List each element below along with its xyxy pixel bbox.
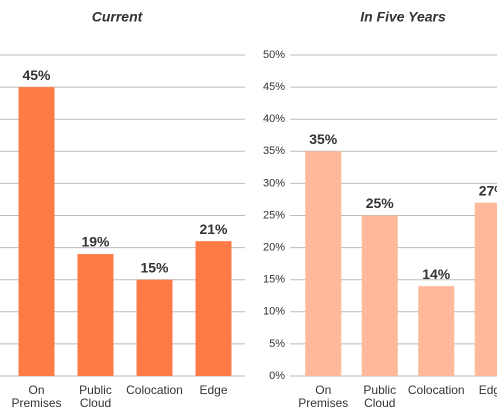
y-tick-label: 5% <box>269 338 285 350</box>
x-tick-label: On Premises <box>298 383 349 410</box>
chart-title: Current <box>92 9 144 25</box>
x-tick-label: Edge <box>478 383 497 397</box>
y-tick-label: 35% <box>263 145 285 157</box>
data-label: 14% <box>422 266 451 282</box>
data-label: 15% <box>140 259 169 275</box>
x-tick-label: Edge <box>199 383 228 397</box>
bar <box>77 254 114 376</box>
y-tick-label: 30% <box>263 177 285 189</box>
bar <box>18 87 55 376</box>
data-label: 27% <box>479 182 497 198</box>
y-tick-label: 10% <box>263 306 285 318</box>
bar <box>418 286 455 376</box>
x-tick-label: Colocation <box>407 383 465 397</box>
x-tick-label: Colocation <box>126 383 183 397</box>
y-tick-label: 0% <box>269 370 285 382</box>
data-label: 25% <box>366 195 395 211</box>
y-tick-label: 45% <box>263 81 285 93</box>
bar <box>305 151 342 376</box>
bar <box>195 241 232 376</box>
bar <box>474 202 497 376</box>
data-label: 21% <box>199 221 228 237</box>
y-tick-label: 15% <box>263 274 285 286</box>
y-tick-label: 25% <box>263 209 285 221</box>
data-label: 45% <box>22 67 51 83</box>
x-tick-label: Public Cloud <box>363 383 397 410</box>
bar <box>361 215 398 376</box>
bar <box>136 279 173 376</box>
y-tick-label: 40% <box>263 113 285 125</box>
data-label: 35% <box>309 131 338 147</box>
y-tick-label: 20% <box>263 242 285 254</box>
x-tick-label: Public Cloud <box>79 383 112 410</box>
x-tick-label: On Premises <box>11 383 62 410</box>
chart-title: In Five Years <box>360 9 446 25</box>
data-label: 19% <box>81 234 110 250</box>
y-tick-label: 50% <box>263 49 285 61</box>
